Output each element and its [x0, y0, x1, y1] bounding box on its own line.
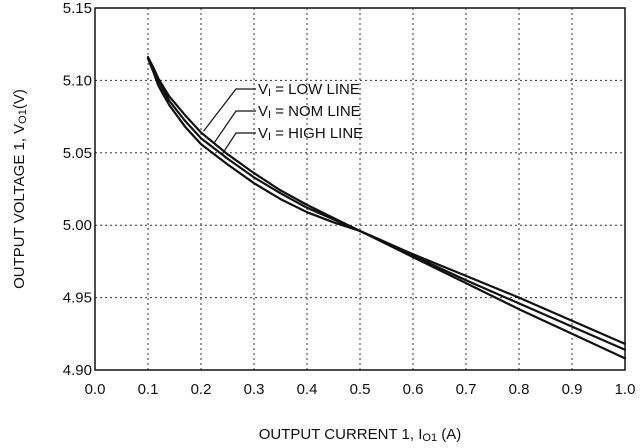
plot-frame	[94, 7, 626, 371]
x-tick-label: 0.1	[138, 381, 159, 398]
series-line-low-line	[146, 56, 627, 345]
x-tick-label: 0.6	[403, 381, 424, 398]
series-line-high-line	[146, 57, 627, 360]
x-axis-title: OUTPUT CURRENT 1, IO1 (A)	[259, 426, 462, 444]
legend-label-high-line: VI = HIGH LINE	[258, 125, 363, 143]
x-tick-label: 0.7	[456, 381, 477, 398]
series-group	[146, 56, 627, 360]
x-tick-label: 0.8	[509, 381, 530, 398]
legend-leader-nom-line	[213, 110, 256, 144]
x-tick-label: 1.0	[615, 381, 636, 398]
tick-labels: 0.0 0.1 0.2 0.3 0.4 0.5 0.6 0.7 0.8 0.9 1.0 4.90 4.9…	[63, 0, 636, 398]
x-tick-label: 0.2	[191, 381, 212, 398]
y-tick-label: 4.90	[63, 362, 92, 379]
y-tick-label: 4.95	[63, 290, 92, 307]
legend-label-nom-line: VI = NOM LINE	[258, 103, 361, 121]
legend-leader-low-line	[203, 88, 256, 132]
legend: VI = LOW LINE VI = NOM LINE VI = HIGH LINE	[203, 81, 363, 155]
x-tick-label: 0.4	[297, 381, 318, 398]
legend-leader-high-line	[221, 132, 256, 155]
y-tick-label: 5.05	[63, 145, 92, 162]
x-tick-label: 0.0	[85, 381, 106, 398]
y-axis-title: OUTPUT VOLTAGE 1, VO1(V)	[11, 89, 29, 289]
x-tick-label: 0.3	[244, 381, 265, 398]
y-tick-label: 5.00	[63, 217, 92, 234]
x-tick-label: 0.9	[562, 381, 583, 398]
x-tick-label: 0.5	[350, 381, 371, 398]
y-tick-label: 5.15	[63, 0, 92, 17]
grid	[95, 8, 625, 370]
series-line-nom-line	[146, 56, 627, 351]
legend-label-low-line: VI = LOW LINE	[258, 81, 360, 99]
y-tick-label: 5.10	[63, 72, 92, 89]
